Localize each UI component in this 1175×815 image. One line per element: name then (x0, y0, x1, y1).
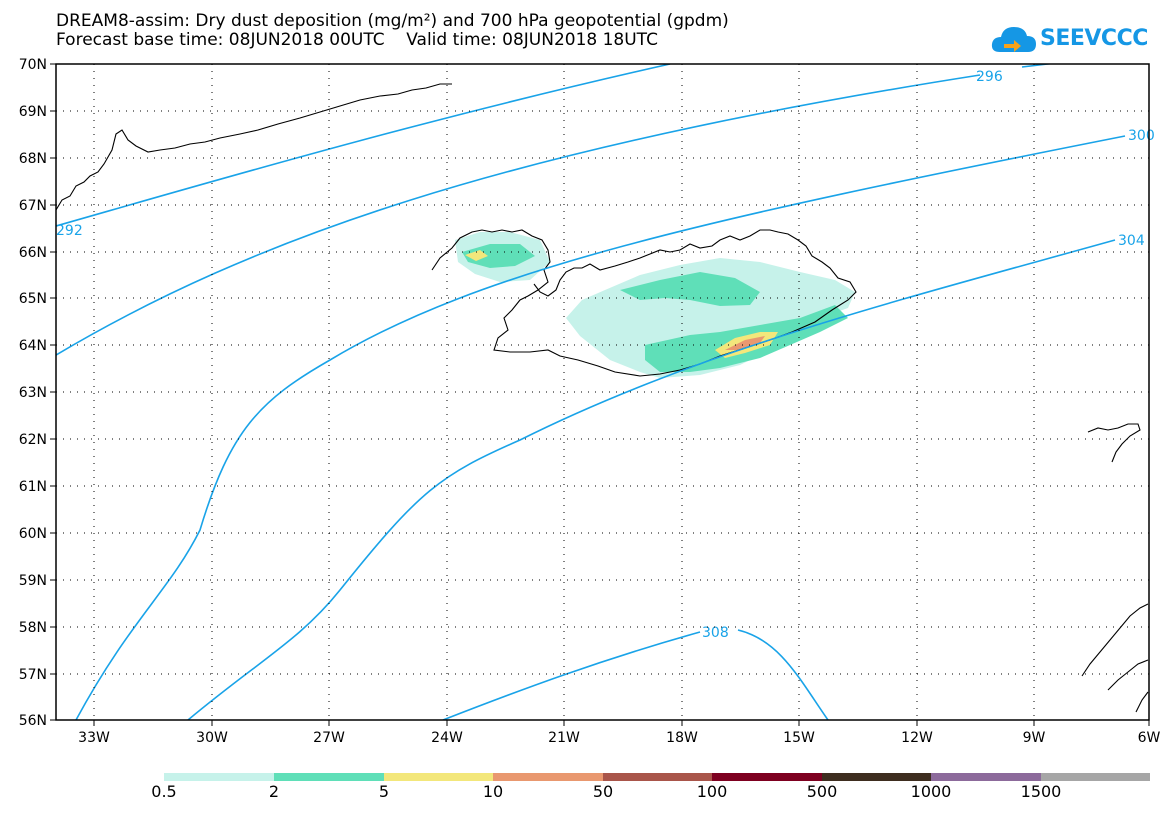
lat-label: 68N (19, 151, 47, 167)
contour-label-296: 296 (976, 69, 1003, 85)
lat-label: 70N (19, 57, 47, 73)
dust-area-medium (620, 272, 760, 306)
lat-label: 59N (19, 573, 47, 589)
coastlines (56, 83, 1149, 713)
lat-label: 63N (19, 385, 47, 401)
lat-label: 58N (19, 620, 47, 636)
lat-label: 69N (19, 104, 47, 120)
lat-label: 67N (19, 198, 47, 214)
lon-label: 21W (548, 730, 580, 746)
lat-label: 66N (19, 245, 47, 261)
lat-label: 56N (19, 713, 47, 729)
legend-swatch (1041, 773, 1150, 781)
greenland-coast (56, 83, 452, 211)
lon-label: 15W (783, 730, 815, 746)
seevccc-logo: SEEVCCC (990, 22, 1148, 56)
scotland-coast (1081, 603, 1149, 713)
lat-label: 62N (19, 432, 47, 448)
lon-label: 30W (196, 730, 228, 746)
dust-area-yellow-west (465, 250, 488, 261)
forecast-time-line: Forecast base time: 08JUN2018 00UTC Vali… (56, 30, 658, 50)
contour-300 (75, 135, 1126, 720)
dust-area-medium-west (462, 244, 535, 268)
lon-label: 33W (78, 730, 110, 746)
grid-lines (56, 64, 1149, 720)
lat-label: 64N (19, 338, 47, 354)
legend-swatch (931, 773, 1041, 781)
lon-label: 24W (431, 730, 463, 746)
dust-shading (455, 232, 855, 378)
contour-label-292: 292 (56, 223, 83, 239)
map-title: DREAM8-assim: Dry dust deposition (mg/m²… (56, 11, 729, 31)
tick-marks (50, 63, 1150, 726)
dust-area-orange (725, 336, 765, 350)
lon-label: 18W (666, 730, 698, 746)
legend-label: 50 (592, 782, 614, 801)
lon-label: 9W (1023, 730, 1046, 746)
faroe-islands (1087, 423, 1141, 463)
contour-292 (56, 64, 671, 227)
lon-label: 27W (313, 730, 345, 746)
legend-label: 10 (482, 782, 504, 801)
contour-308 (442, 629, 829, 720)
legend-swatch (712, 773, 822, 781)
legend-label: 1500 (1020, 782, 1062, 801)
lon-label: 6W (1138, 730, 1161, 746)
legend-label: 5 (378, 782, 390, 801)
contour-304 (187, 239, 1116, 720)
lat-label: 60N (19, 526, 47, 542)
legend-swatch (274, 773, 384, 781)
contour-label-308: 308 (702, 625, 729, 641)
lat-label: 65N (19, 291, 47, 307)
contour-label-304: 304 (1118, 233, 1145, 249)
geopotential-contours (56, 64, 1126, 720)
legend-label: 100 (696, 782, 728, 801)
lat-label: 61N (19, 479, 47, 495)
lon-label: 12W (901, 730, 933, 746)
iceland-coast (431, 229, 857, 377)
legend-label: 0.5 (151, 782, 177, 801)
legend-swatch (164, 773, 274, 781)
lat-label: 57N (19, 667, 47, 683)
legend-swatch (384, 773, 493, 781)
legend-swatch (822, 773, 931, 781)
legend-swatch (603, 773, 712, 781)
cloud-icon (991, 27, 1036, 52)
legend-swatch (493, 773, 603, 781)
logo-text: SEEVCCC (1040, 26, 1148, 51)
legend-label: 2 (268, 782, 280, 801)
legend-label: 1000 (910, 782, 952, 801)
legend-label: 500 (806, 782, 838, 801)
contour-label-300: 300 (1128, 128, 1155, 144)
